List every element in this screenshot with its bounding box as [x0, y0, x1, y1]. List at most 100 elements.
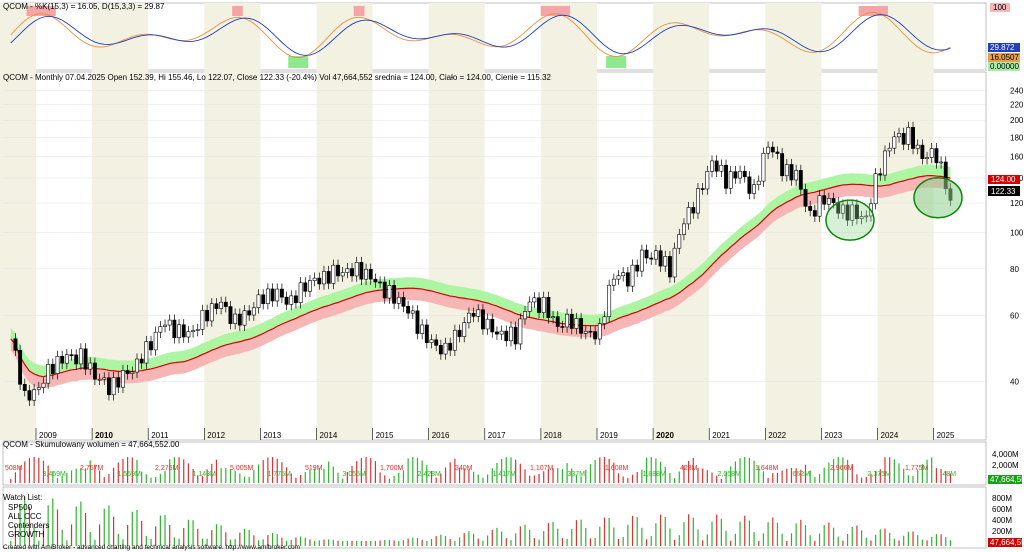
candle-down	[336, 264, 340, 277]
candle-up	[340, 272, 345, 277]
candle-down	[934, 148, 939, 164]
candle-down	[457, 329, 462, 337]
stochastic-scale: 100 29.872 16.0507 0.00000	[988, 3, 1020, 71]
candle-up	[756, 180, 761, 185]
candle-up	[616, 275, 621, 280]
overbought-marker	[881, 6, 888, 16]
year-label: 2014	[320, 431, 338, 440]
candle-up	[682, 223, 686, 235]
candle-up	[135, 358, 139, 373]
overbought-marker	[545, 6, 552, 16]
candle-down	[27, 390, 32, 401]
candle-down	[644, 249, 649, 259]
candle-down	[13, 338, 18, 351]
year-label: 2025	[937, 431, 955, 440]
moving-average-line	[10, 174, 951, 378]
candle-up	[677, 234, 682, 249]
panel-frame	[2, 486, 987, 549]
candle-down	[303, 282, 308, 292]
candle-up	[312, 277, 317, 281]
highlight-circle	[825, 199, 875, 241]
price-y-label: 200	[1010, 116, 1024, 125]
volume-label: 1,559M	[118, 471, 142, 478]
candle-down	[22, 383, 27, 391]
candle-down	[401, 297, 406, 307]
candle-down	[845, 204, 850, 221]
candle-up	[265, 288, 270, 304]
candle-up	[177, 324, 181, 338]
volume-panel[interactable]: 508M 3,459M 2,767M 1,559M 2,276M 1,148M 5,005M…	[5, 457, 956, 483]
candle-up	[784, 164, 789, 177]
candle-up	[186, 331, 191, 338]
candle-up	[925, 157, 929, 159]
candle-up	[275, 288, 280, 302]
volume-label: 1,888M	[643, 471, 667, 478]
candle-down	[293, 295, 298, 303]
candle-up	[850, 204, 855, 221]
candle-up	[130, 371, 135, 374]
watch-list[interactable]: Watch List: SP500 ALL CCC Contenders GRO…	[3, 493, 49, 539]
candle-up	[364, 268, 368, 280]
overbought-marker	[554, 6, 561, 16]
candle-down	[106, 377, 111, 396]
candle-up	[452, 329, 457, 351]
bottom-y-axis: 800M 600M 400M 200M 47,664,552	[988, 494, 1024, 547]
candle-down	[770, 146, 775, 153]
watch-list-item[interactable]: GROWTH	[8, 530, 45, 539]
candle-up	[462, 322, 467, 337]
candle-down	[69, 354, 74, 356]
bottom-y-800: 800M	[992, 494, 1012, 503]
candle-up	[195, 329, 200, 331]
candle-down	[382, 281, 387, 299]
candle-down	[649, 257, 654, 260]
oversold-marker	[288, 56, 295, 68]
oversold-marker	[620, 56, 627, 68]
year-label: 2019	[600, 431, 618, 440]
price-panel[interactable]	[3, 90, 986, 407]
candle-down	[415, 310, 420, 334]
price-y-label: 60	[1010, 312, 1019, 321]
stoch-k-badge	[988, 53, 1020, 62]
candle-up	[859, 216, 864, 219]
year-label: 2012	[207, 431, 225, 440]
candle-down	[812, 210, 817, 217]
candle-up	[322, 271, 326, 285]
candle-up	[527, 301, 532, 312]
x-axis: 2009 2010 2011 2012 2013 2014 2015 2016 2017 2018…	[35, 428, 955, 440]
stochastic-panel[interactable]	[10, 6, 951, 68]
stochastic-d-line	[10, 14, 951, 56]
year-label: 2009	[39, 431, 57, 440]
candle-down	[808, 206, 813, 211]
year-label: 2011	[151, 431, 169, 440]
volume-title: QCOM - Skumulowany wolumen = 47,664,552.…	[3, 440, 180, 449]
overbought-marker	[353, 6, 360, 16]
watch-list-item[interactable]: SP500	[8, 503, 33, 512]
candle-down	[83, 348, 88, 370]
overbought-marker	[358, 6, 365, 16]
candle-down	[74, 354, 79, 365]
year-band	[540, 3, 597, 440]
candle-down	[724, 164, 728, 189]
candle-down	[798, 170, 803, 190]
overbought-marker	[26, 6, 33, 16]
candle-up	[345, 268, 350, 273]
vol-y-2000: 2,000M	[992, 461, 1019, 470]
candle-up	[761, 152, 766, 182]
candle-down	[480, 309, 485, 330]
year-label: 2023	[824, 431, 842, 440]
oversold-marker	[610, 56, 617, 68]
volume-label: 2,058M	[718, 471, 742, 478]
watch-list-item[interactable]: Contenders	[8, 521, 49, 530]
candle-up	[158, 326, 163, 333]
bottom-volume-panel[interactable]	[10, 496, 952, 546]
overbought-marker	[872, 6, 879, 16]
candle-down	[378, 281, 383, 284]
candle-up	[915, 144, 920, 149]
watch-list-item[interactable]: ALL CCC	[8, 512, 42, 521]
candle-down	[733, 171, 738, 179]
candle-up	[705, 171, 710, 190]
stoch-d-value: 29.872	[990, 43, 1015, 52]
candle-down	[359, 262, 364, 280]
candle-up	[200, 310, 205, 330]
candle-up	[892, 136, 897, 149]
